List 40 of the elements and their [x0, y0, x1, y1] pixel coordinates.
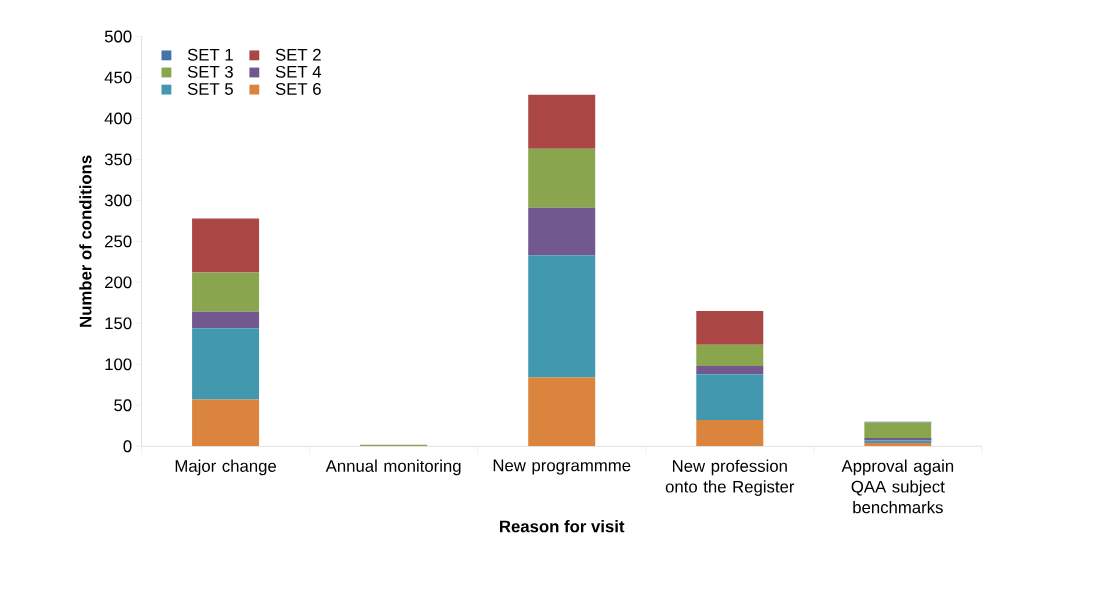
y-tick-label: 500	[104, 30, 132, 43]
x-tick-label: Approval again QAA subject benchmarks	[841, 459, 954, 514]
y-tick-label: 50	[114, 399, 132, 412]
y-tick-label: 400	[104, 112, 132, 125]
bar	[696, 374, 764, 421]
y-tick-label: 0	[123, 440, 132, 453]
bar	[528, 94, 596, 149]
y-tick-label: 250	[105, 235, 132, 248]
legend-label: SET 4	[275, 65, 322, 78]
bar	[192, 399, 260, 447]
legend-label: SET 3	[187, 65, 233, 78]
bar	[696, 420, 764, 447]
bar	[192, 218, 260, 273]
x-tick-label: New programmme	[493, 459, 631, 475]
bar	[696, 311, 764, 345]
bar	[192, 272, 260, 312]
y-tick-label: 350	[104, 153, 132, 166]
y-tick-label: 450	[104, 71, 132, 84]
x-axis-title: Reason for visit	[500, 520, 625, 533]
x-tick-label: Major change	[175, 459, 277, 476]
bar	[864, 422, 932, 439]
legend-label: SET 5	[187, 83, 233, 95]
bar	[192, 328, 260, 400]
bar	[528, 148, 596, 208]
bar	[696, 365, 764, 375]
bar	[528, 255, 596, 378]
y-tick-label: 200	[105, 276, 132, 289]
y-tick-label: 300	[104, 194, 132, 207]
y-tick-label: 100	[105, 358, 132, 371]
y-axis-title: Number of conditions	[79, 155, 92, 327]
bar	[528, 377, 596, 447]
y-tick-label: 150	[105, 317, 132, 330]
legend-label: SET 2	[275, 48, 321, 61]
legend-label: SET 1	[187, 48, 233, 61]
x-tick-label: New profession onto the Register	[665, 459, 795, 496]
x-tick-label: Annual monitoring	[325, 459, 461, 476]
bar	[528, 207, 596, 256]
bar	[696, 344, 764, 366]
bar	[192, 311, 260, 329]
legend-label: SET 6	[275, 83, 321, 95]
